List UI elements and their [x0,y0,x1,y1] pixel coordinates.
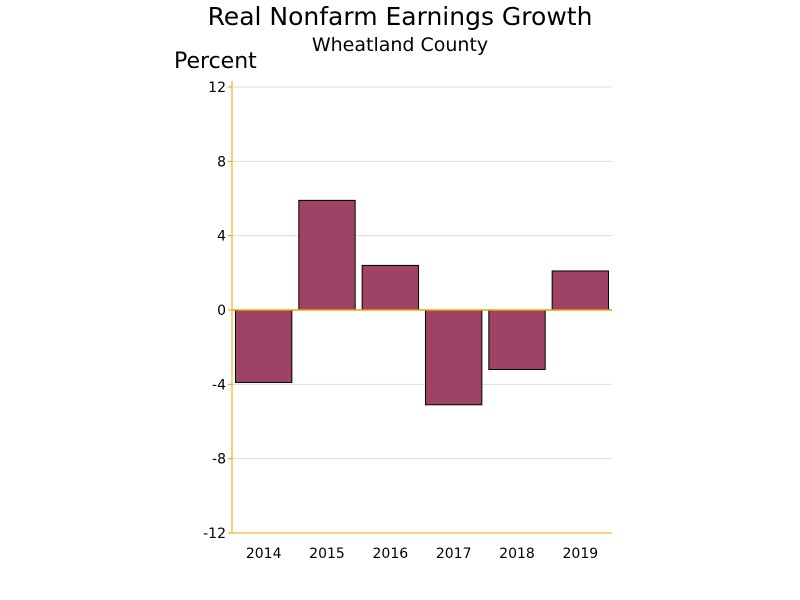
y-tick-label: 4 [217,229,226,245]
chart-subtitle: Wheatland County [312,34,488,56]
x-tick-label: 2016 [373,546,409,562]
bar-2016 [361,264,420,311]
x-tick-label: 2015 [309,546,345,562]
x-axis-ticks: 2014 2015 2016 2017 2018 2019 [246,546,598,562]
axes [231,81,612,534]
y-tick-label: 8 [217,154,226,170]
bar-2014 [234,309,293,383]
y-tick-label: -8 [212,452,226,468]
y-tick-label: 0 [217,303,226,319]
x-tick-label: 2018 [499,546,535,562]
y-axis-ticks: 12 8 4 0 -4 -8 -12 [203,80,232,542]
x-tick-label: 2017 [436,546,472,562]
bar-2018 [488,309,546,370]
bar-2015 [298,199,356,311]
x-tick-label: 2014 [246,546,282,562]
y-axis-label: Percent [174,49,257,74]
bar-2019 [551,270,610,311]
x-tick-label: 2019 [563,546,599,562]
y-tick-label: -12 [203,526,226,542]
bars [234,199,610,406]
bar-2017 [424,309,483,406]
y-tick-label: 12 [208,80,226,96]
chart-title: Real Nonfarm Earnings Growth [208,2,593,31]
y-tick-label: -4 [212,377,226,393]
